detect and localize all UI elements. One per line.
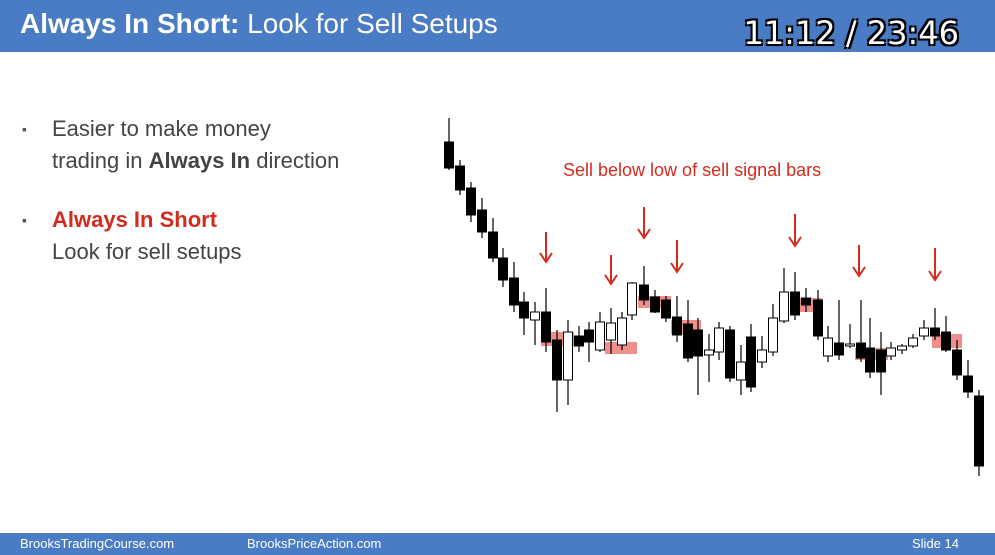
down-arrow-icon: [852, 245, 866, 278]
candle-bull: [595, 321, 605, 351]
candle-bear: [584, 329, 594, 343]
down-arrow-icon: [637, 207, 651, 240]
candle-bear: [509, 277, 519, 306]
candle-bear: [801, 297, 811, 306]
candle-bull: [919, 327, 929, 337]
candle-bear: [488, 231, 498, 259]
slide-number: Slide 14: [912, 536, 959, 551]
candle-bull: [736, 361, 746, 381]
title-bar: Always In Short: Look for Sell Setups 11…: [0, 0, 995, 52]
candle-bear: [466, 187, 476, 216]
candle-bear: [693, 329, 703, 357]
footer-site-1: BrooksTradingCourse.com: [20, 536, 175, 551]
down-arrow-icon: [788, 214, 802, 248]
bullet-marker: ▪: [22, 212, 27, 228]
candle-bull: [617, 317, 627, 346]
candle-bear: [952, 349, 962, 376]
slide-title-rest: Look for Sell Setups: [239, 8, 498, 39]
signal-highlight: [605, 342, 637, 354]
candle-bull: [886, 347, 896, 357]
footer-bar: BrooksTradingCourse.com BrooksPriceActio…: [0, 533, 995, 555]
candle-bull: [768, 317, 778, 353]
bullet-1-line2-bold: Always In: [148, 148, 251, 173]
slide-title: Always In Short: Look for Sell Setups: [20, 8, 498, 40]
candle-bear: [930, 327, 940, 337]
candle-bear: [865, 347, 875, 373]
down-arrow-icon: [604, 255, 618, 286]
candle-bear: [725, 329, 735, 379]
candle-bull: [563, 331, 573, 381]
candle-bull: [627, 282, 637, 316]
bullet-1-text: Easier to make money trading in Always I…: [52, 113, 339, 177]
candle-bear: [963, 375, 973, 393]
bullet-2-line1: Always In Short: [52, 207, 218, 232]
bullet-1-line2: trading in Always In direction: [52, 145, 339, 177]
bullet-2-line2: Look for sell setups: [52, 239, 242, 264]
bullet-1-line2-prefix: trading in: [52, 148, 149, 173]
video-timer: 11:12 / 23:46: [743, 14, 959, 52]
candle-bull: [845, 343, 855, 347]
candle-bear: [790, 291, 800, 316]
candle-bull: [757, 349, 767, 363]
candle-bear: [477, 209, 487, 233]
candle-bear: [639, 284, 649, 301]
slide-title-bold: Always In Short:: [20, 8, 240, 39]
candle-bear: [541, 311, 551, 343]
candle-bear: [813, 299, 823, 337]
candle-bear: [876, 349, 886, 373]
candle-bear: [519, 301, 529, 319]
chart-annotation: Sell below low of sell signal bars: [563, 160, 822, 180]
candle-bear: [834, 342, 844, 356]
candle-bull: [704, 349, 714, 356]
candlestick-chart: [444, 118, 984, 476]
candle-bear: [552, 339, 562, 381]
bullet-marker: ▪: [22, 121, 27, 137]
candle-bear: [856, 342, 866, 359]
candle-bear: [574, 335, 584, 347]
candle-bull: [714, 327, 724, 353]
footer-site-2: BrooksPriceAction.com: [247, 536, 382, 551]
candle-bear: [455, 165, 465, 191]
candle-bull: [779, 291, 789, 322]
candle-bull: [606, 322, 616, 341]
candle-bull: [530, 311, 540, 321]
candle-bear: [444, 141, 454, 169]
down-arrow-icon: [539, 232, 553, 264]
candle-bear: [661, 299, 671, 319]
candle-bear: [974, 395, 984, 467]
down-arrow-icon: [670, 240, 684, 274]
candle-bear: [672, 316, 682, 336]
candle-bull: [897, 345, 907, 351]
candle-bear: [498, 257, 508, 281]
candle-bear: [746, 336, 756, 388]
bullet-2-text: Always In Short Look for sell setups: [52, 204, 242, 268]
candle-bull: [823, 337, 833, 357]
down-arrow-icon: [928, 248, 942, 282]
candle-bear: [683, 323, 693, 359]
bullet-1-line1: Easier to make money: [52, 116, 271, 141]
candle-bear: [941, 331, 951, 351]
candle-bull: [908, 337, 918, 347]
candle-bear: [650, 296, 660, 313]
bullet-1-line2-suffix: direction: [250, 148, 340, 173]
